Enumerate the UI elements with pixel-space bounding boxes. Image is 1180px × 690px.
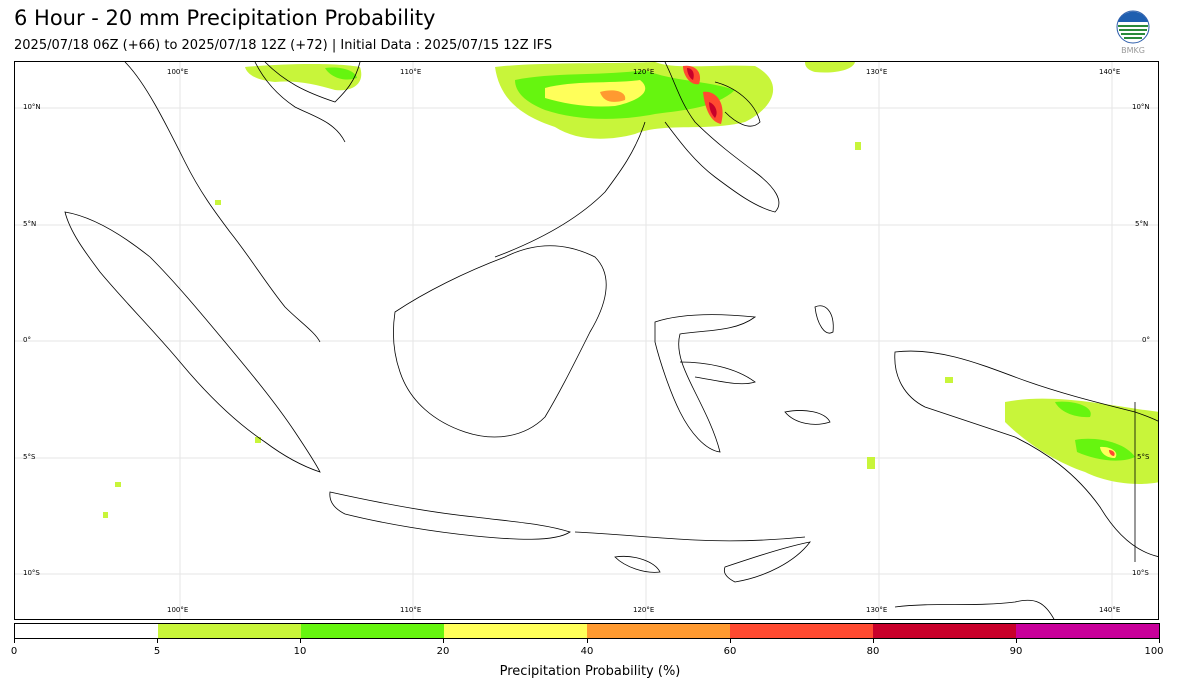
colorbar-segment — [873, 624, 1016, 638]
lon-label-bottom: 140°E — [1099, 606, 1121, 614]
map-subtitle: 2025/07/18 06Z (+66) to 2025/07/18 12Z (… — [14, 38, 553, 53]
logo-text: BMKG — [1121, 46, 1145, 55]
lat-label-left: 10°S — [23, 569, 40, 577]
colorbar-segment — [301, 624, 444, 638]
colorbar-segment — [444, 624, 587, 638]
colorbar-tick-label: 0 — [10, 646, 18, 657]
colorbar-tick — [14, 639, 15, 643]
lat-label-left: 5°S — [23, 453, 36, 461]
colorbar-tick — [300, 639, 301, 643]
lat-label-right: 10°S — [1132, 569, 1149, 577]
colorbar-tick — [1016, 639, 1017, 643]
bmkg-logo-icon: BMKG — [1114, 10, 1152, 56]
map-canvas — [15, 62, 1158, 619]
colorbar-tick — [873, 639, 874, 643]
lat-label-left: 10°N — [23, 103, 41, 111]
lon-label-top: 140°E — [1099, 68, 1121, 76]
colorbar-tick-label: 80 — [866, 646, 880, 657]
colorbar-segment — [15, 624, 158, 638]
map-panel: 100°E 110°E 120°E 130°E 140°E 100°E 110°… — [14, 61, 1159, 620]
colorbar-segment — [587, 624, 730, 638]
colorbar-tick — [443, 639, 444, 643]
lon-label-bottom: 110°E — [400, 606, 422, 614]
lon-label-top: 100°E — [167, 68, 189, 76]
lon-label-bottom: 100°E — [167, 606, 189, 614]
lon-label-bottom: 120°E — [633, 606, 655, 614]
map-gridlines — [15, 62, 1158, 619]
colorbar-segment — [730, 624, 873, 638]
lon-label-bottom: 130°E — [866, 606, 888, 614]
colorbar-tick-label: 100 — [1144, 646, 1164, 657]
colorbar-segment — [1016, 624, 1159, 638]
colorbar-tick-label: 90 — [1009, 646, 1023, 657]
colorbar-tick-label: 20 — [436, 646, 450, 657]
colorbar-tick-label: 5 — [153, 646, 161, 657]
colorbar-tick — [730, 639, 731, 643]
coastlines — [64, 62, 1158, 619]
lon-label-top: 110°E — [400, 68, 422, 76]
lat-label-right: 0° — [1142, 336, 1150, 344]
lat-label-right: 10°N — [1132, 103, 1150, 111]
lon-label-top: 120°E — [633, 68, 655, 76]
lat-label-left: 5°N — [23, 220, 37, 228]
colorbar — [14, 623, 1160, 639]
colorbar-tick-label: 60 — [723, 646, 737, 657]
lon-label-top: 130°E — [866, 68, 888, 76]
colorbar-title: Precipitation Probability (%) — [499, 664, 681, 679]
colorbar-tick-label: 10 — [293, 646, 307, 657]
colorbar-segment — [158, 624, 301, 638]
colorbar-tick — [1159, 639, 1160, 643]
map-title: 6 Hour - 20 mm Precipitation Probability — [14, 6, 436, 30]
lat-label-left: 0° — [23, 336, 31, 344]
colorbar-tick-label: 40 — [580, 646, 594, 657]
lat-label-right: 5°N — [1135, 220, 1149, 228]
precip-areas — [103, 62, 1158, 518]
colorbar-tick — [157, 639, 158, 643]
colorbar-tick — [587, 639, 588, 643]
lat-label-right: 5°S — [1137, 453, 1150, 461]
